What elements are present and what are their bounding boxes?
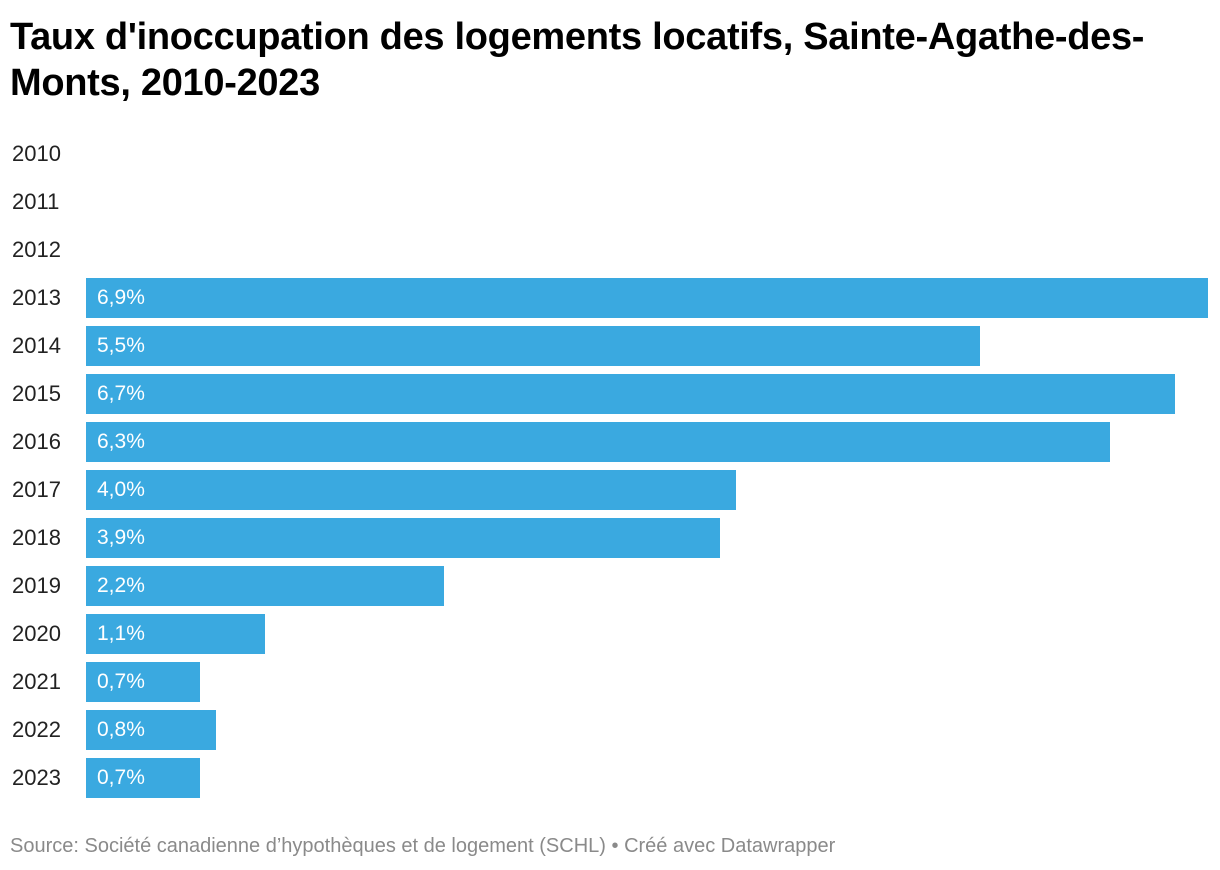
bar-row: 2015 6,7%	[0, 370, 1220, 418]
category-label: 2010	[12, 141, 61, 166]
bar-row: 2018 3,9%	[0, 514, 1220, 562]
category-label: 2011	[12, 189, 60, 214]
bar-row: 2017 4,0%	[0, 466, 1220, 514]
category-label: 2013	[12, 285, 61, 310]
bar-value-label: 0,8%	[97, 718, 145, 741]
category-label: 2019	[12, 573, 61, 598]
bar-row: 2019 2,2%	[0, 562, 1220, 610]
source-note: Source: Société canadienne d’hypothèques…	[10, 835, 606, 857]
category-label: 2020	[12, 621, 61, 646]
bar-value-label: 0,7%	[97, 766, 145, 789]
category-label: 2012	[12, 237, 61, 262]
bar-row: 2013 6,9%	[0, 274, 1220, 322]
bar-chart: 2010 2011 2012 2013 6,9% 2014 5,5% 2015 6,7% 2016…	[0, 130, 1220, 810]
chart-footer: Source: Société canadienne d’hypothèques…	[10, 832, 835, 860]
bar-row: 2022 0,8%	[0, 706, 1220, 754]
bar: 0,7%	[86, 662, 200, 702]
category-label: 2018	[12, 525, 61, 550]
bar: 5,5%	[86, 326, 980, 366]
chart-title: Taux d'inoccupation des logements locati…	[10, 16, 1145, 104]
bar: 3,9%	[86, 518, 720, 558]
bar: 0,8%	[86, 710, 216, 750]
bar: 2,2%	[86, 566, 444, 606]
bar-value-label: 3,9%	[97, 526, 145, 549]
category-label: 2014	[12, 333, 61, 358]
category-label: 2021	[12, 669, 61, 694]
bar: 0,7%	[86, 758, 200, 798]
footer-separator: •	[605, 835, 625, 857]
bar-row: 2010	[0, 130, 1220, 178]
bar-value-label: 6,7%	[97, 382, 145, 405]
bar-value-label: 0,7%	[97, 670, 145, 693]
category-label: 2022	[12, 717, 61, 742]
bar-row: 2023 0,7%	[0, 754, 1220, 802]
bar-value-label: 5,5%	[97, 334, 145, 357]
bar-row: 2016 6,3%	[0, 418, 1220, 466]
category-label: 2017	[12, 477, 61, 502]
bar: 6,3%	[86, 422, 1110, 462]
category-label: 2015	[12, 381, 61, 406]
bar-row: 2012	[0, 226, 1220, 274]
bar-value-label: 6,3%	[97, 430, 145, 453]
bar-row: 2011	[0, 178, 1220, 226]
bar: 1,1%	[86, 614, 265, 654]
category-label: 2023	[12, 765, 61, 790]
bar-value-label: 6,9%	[97, 286, 145, 309]
bar-value-label: 1,1%	[97, 622, 145, 645]
bar-value-label: 4,0%	[97, 478, 145, 501]
bar: 4,0%	[86, 470, 736, 510]
bar-row: 2020 1,1%	[0, 610, 1220, 658]
bar-value-label: 2,2%	[97, 574, 145, 597]
bar: 6,7%	[86, 374, 1175, 414]
bar-row: 2021 0,7%	[0, 658, 1220, 706]
bar: 6,9%	[86, 278, 1208, 318]
bar-row: 2014 5,5%	[0, 322, 1220, 370]
credit-note: Créé avec Datawrapper	[624, 835, 836, 857]
category-label: 2016	[12, 429, 61, 454]
